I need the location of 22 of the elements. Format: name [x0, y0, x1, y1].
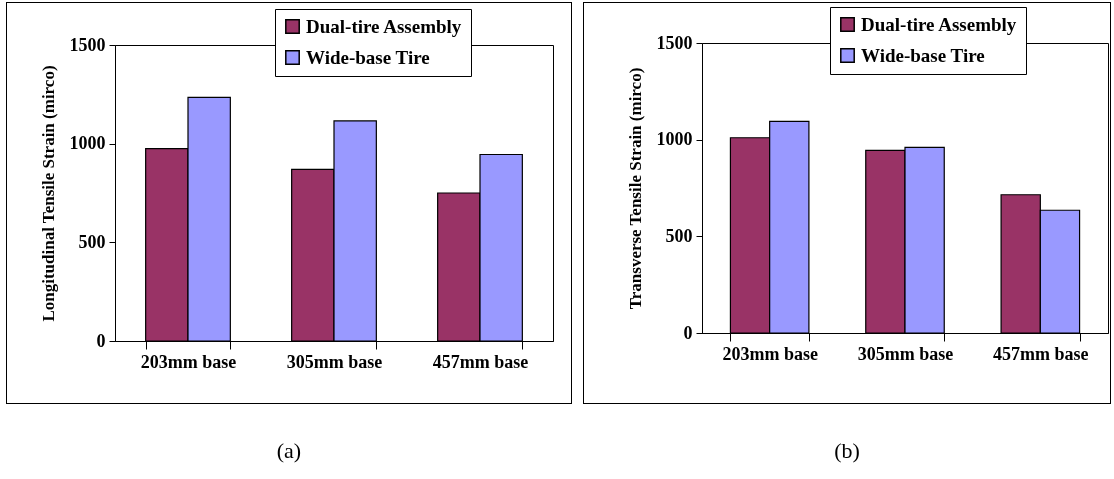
legend-label: Dual-tire Assembly	[861, 13, 1017, 35]
legend-label: Wide-base Tire	[306, 46, 430, 68]
x-tick-label: 457mm base	[993, 343, 1089, 364]
x-tick-label: 203mm base	[140, 351, 237, 372]
text: (a)	[275, 438, 303, 464]
y-axis-title: Longitudinal Tensile Strain (mirco)	[38, 65, 58, 322]
y-tick-label: 1500	[69, 34, 106, 55]
y-tick-label: 1000	[69, 133, 106, 154]
text: (b)	[833, 438, 861, 464]
legend-label: Wide-base Tire	[861, 44, 985, 66]
x-tick-label: 305mm base	[286, 351, 383, 372]
x-tick-label: 305mm base	[857, 343, 954, 364]
y-tick-label: 0	[96, 330, 106, 351]
legend-label: Dual-tire Assembly	[306, 15, 462, 37]
y-axis-title: Transverse Tensile Strain (mirco)	[625, 67, 645, 310]
y-tick-label: 500	[78, 231, 106, 252]
y-tick-label: 0	[683, 322, 693, 343]
y-tick-label: 1000	[656, 129, 693, 150]
x-tick-label: 203mm base	[722, 343, 818, 364]
x-tick-label: 457mm base	[432, 351, 529, 372]
y-tick-label: 1500	[656, 32, 693, 53]
y-tick-label: 500	[665, 225, 693, 246]
